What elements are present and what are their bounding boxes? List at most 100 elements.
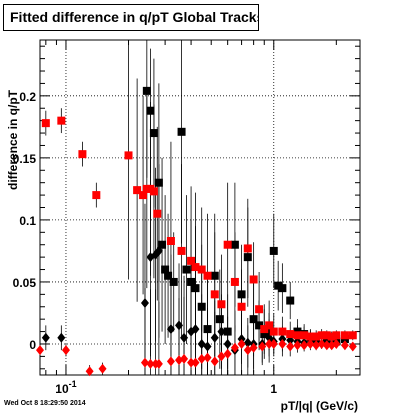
y-tick-label: 0.1	[19, 214, 36, 228]
data-point-square	[255, 305, 264, 314]
data-point-diamond	[286, 341, 295, 352]
data-series	[36, 40, 357, 377]
data-point-square	[322, 331, 331, 340]
data-point-square	[149, 129, 158, 138]
data-point-square	[237, 302, 246, 311]
y-axis-label: difference in q/pT	[6, 89, 20, 190]
data-point-diamond	[166, 356, 175, 367]
data-point-diamond	[265, 338, 274, 349]
data-point-diamond	[191, 324, 200, 335]
data-point-square	[327, 332, 336, 341]
data-point-square	[92, 191, 101, 200]
data-point-square	[124, 151, 133, 160]
data-point-diamond	[237, 338, 246, 349]
data-point-diamond	[166, 324, 175, 335]
data-point-square	[161, 265, 170, 274]
data-point-diamond	[57, 332, 66, 343]
data-point-diamond	[180, 353, 189, 364]
data-point-square	[300, 331, 309, 340]
data-point-diamond	[180, 332, 189, 343]
data-point-diamond	[140, 298, 149, 309]
data-point-diamond	[175, 320, 184, 331]
data-point-diamond	[293, 340, 302, 351]
data-point-square	[187, 256, 196, 265]
data-point-square	[210, 290, 219, 299]
data-point-square	[203, 271, 212, 280]
data-point-square	[217, 300, 226, 309]
data-point-diamond	[191, 357, 200, 368]
data-point-diamond	[154, 358, 163, 369]
data-point-diamond	[340, 340, 349, 351]
data-point-square	[317, 331, 326, 340]
data-point-diamond	[210, 332, 219, 343]
data-point-diamond	[217, 351, 226, 362]
data-point-diamond	[140, 357, 149, 368]
data-point-diamond	[223, 348, 232, 359]
x-tick-label-exponent: -1	[69, 379, 77, 389]
data-point-square	[306, 332, 315, 341]
data-point-square	[197, 302, 206, 311]
data-point-square	[169, 277, 178, 286]
data-point-square	[278, 327, 287, 336]
data-point-square	[203, 325, 212, 334]
x-tick-label: 1	[270, 382, 277, 396]
data-point-diamond	[36, 345, 44, 356]
data-point-square	[286, 330, 295, 339]
data-point-diamond	[278, 338, 287, 349]
data-point-square	[265, 327, 274, 336]
data-point-square	[293, 331, 302, 340]
data-point-square	[223, 327, 232, 336]
data-point-diamond	[243, 337, 252, 348]
data-point-square	[210, 271, 219, 280]
data-point-diamond	[306, 338, 315, 349]
data-point-square	[146, 106, 155, 115]
y-tick-label: 0.2	[19, 90, 36, 104]
data-point-diamond	[210, 356, 219, 367]
data-point-diamond	[249, 342, 258, 353]
data-point-square	[154, 178, 163, 187]
data-point-square	[269, 246, 278, 255]
data-point-square	[153, 209, 162, 218]
data-point-square	[142, 86, 151, 95]
data-point-square	[243, 244, 252, 253]
data-point-diamond	[146, 252, 155, 263]
data-point-square	[133, 186, 142, 195]
data-point-square	[249, 315, 258, 324]
data-point-diamond	[61, 345, 70, 356]
x-axis-label: pT/|q| (GeV/c)	[281, 399, 358, 413]
data-point-square	[255, 321, 264, 330]
data-point-diamond	[223, 338, 232, 349]
data-point-square	[265, 321, 274, 330]
data-point-square	[278, 284, 287, 293]
data-point-diamond	[269, 338, 278, 349]
data-point-diamond	[197, 353, 206, 364]
data-point-square	[274, 281, 283, 290]
data-point-square	[340, 331, 349, 340]
x-tick-label: 10-1	[55, 379, 76, 396]
data-point-diamond	[98, 363, 107, 374]
y-tick-label: 0.15	[13, 152, 37, 166]
y-tick-label: 0	[29, 338, 36, 352]
data-point-square	[164, 271, 173, 280]
data-point-diamond	[258, 341, 267, 352]
data-point-square	[158, 240, 167, 249]
data-point-diamond	[187, 357, 196, 368]
data-point-diamond	[230, 342, 239, 353]
data-point-square	[187, 277, 196, 286]
data-point-diamond	[146, 358, 155, 369]
data-point-square	[332, 331, 341, 340]
chart-title: Fitted difference in q/pT Global Tracks	[3, 4, 259, 31]
data-point-square	[249, 275, 258, 284]
data-point-diamond	[348, 341, 357, 352]
data-point-square	[57, 116, 66, 125]
data-point-diamond	[203, 341, 212, 352]
data-point-diamond	[175, 355, 184, 366]
data-point-square	[166, 237, 175, 245]
data-point-square	[191, 284, 200, 293]
data-point-square	[41, 119, 50, 128]
data-point-square	[149, 187, 158, 196]
data-point-square	[177, 246, 186, 255]
y-tick-label: 0.05	[13, 276, 37, 290]
data-point-square	[182, 265, 191, 274]
